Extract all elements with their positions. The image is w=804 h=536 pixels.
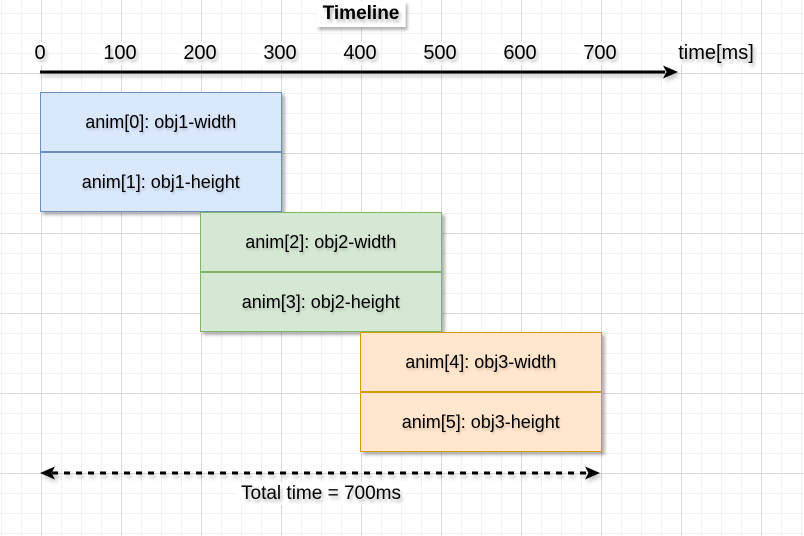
total-duration-arrow (40, 466, 600, 480)
timeline-bar-label: anim[2]: obj2-width (245, 231, 397, 252)
axis-tick-label: 200 (180, 42, 220, 65)
timeline-bar: anim[4]: obj3-width (360, 332, 602, 392)
diagram-title: Timeline (316, 1, 406, 27)
axis-tick-label: 500 (420, 42, 460, 65)
axis-tick-label: 100 (100, 42, 140, 65)
timeline-bar-label: anim[1]: obj1-height (81, 171, 240, 192)
timeline-bar-label: anim[3]: obj2-height (241, 291, 400, 312)
axis-unit-label: time[ms] (675, 42, 757, 65)
total-time-label: Total time = 700ms (237, 482, 405, 505)
timeline-bar: anim[5]: obj3-height (360, 392, 602, 452)
timeline-bar-label: anim[4]: obj3-width (405, 351, 557, 372)
axis-tick-label: 300 (260, 42, 300, 65)
axis-tick-label: 700 (580, 42, 620, 65)
timeline-bar-label: anim[0]: obj1-width (85, 111, 237, 132)
timeline-bar: anim[2]: obj2-width (200, 212, 442, 272)
time-axis-arrow (40, 65, 678, 79)
timeline-bar-label: anim[5]: obj3-height (401, 411, 560, 432)
axis-tick-label: 400 (340, 42, 380, 65)
timeline-bar: anim[1]: obj1-height (40, 152, 282, 212)
axis-tick-label: 600 (500, 42, 540, 65)
timeline-bar: anim[0]: obj1-width (40, 92, 282, 152)
timeline-bar: anim[3]: obj2-height (200, 272, 442, 332)
axis-tick-label: 0 (31, 42, 49, 65)
